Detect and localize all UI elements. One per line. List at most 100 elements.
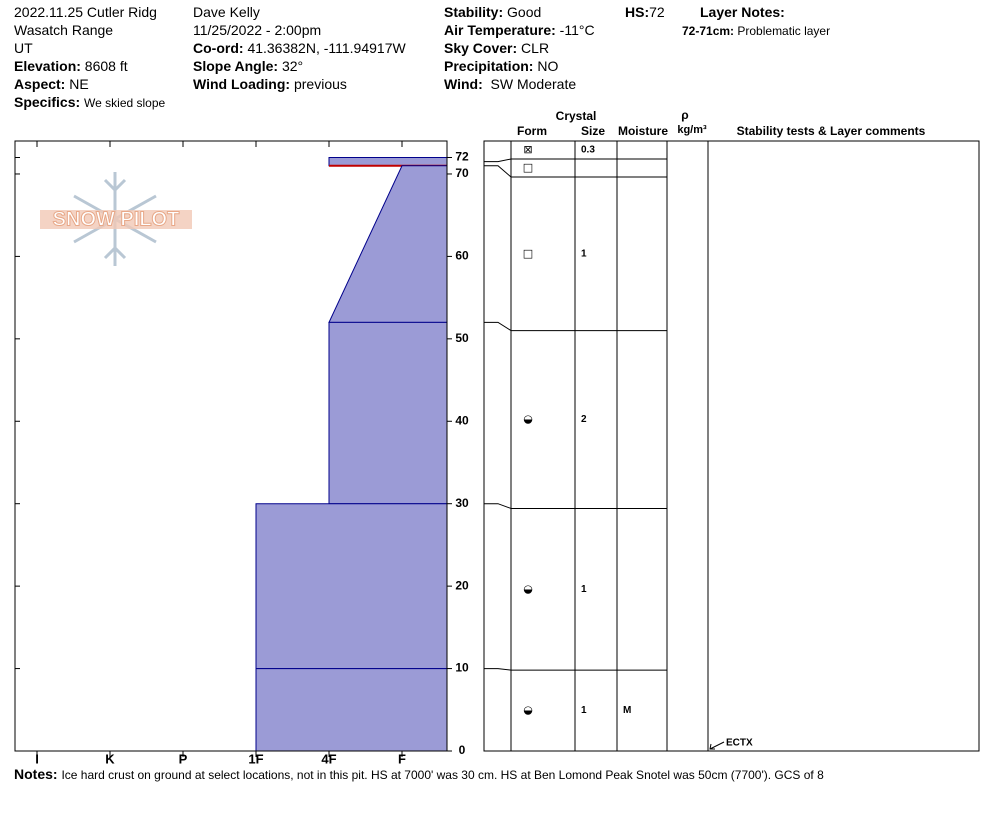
size: 1 [581,248,587,259]
row-connector [484,165,512,178]
table-header: Moisture [618,124,668,138]
size: 0.3 [581,145,595,156]
label: Wind Loading: [193,76,291,92]
observer: Dave Kelly [193,4,260,20]
hardness-layer [328,156,448,167]
specifics: Specifics: We skied slope [14,93,165,112]
size: 1 [581,705,587,716]
form-symbol: □ [523,247,533,260]
logo-text: SNOW PILOT [53,208,180,230]
label: Precipitation: [444,58,534,74]
y-tick-label: 60 [455,249,469,263]
logo-band [40,210,192,229]
value: CLR [521,40,550,56]
hardness-layer [255,668,448,752]
table-header: kg/m³ [677,124,707,136]
y-tick-label: 20 [455,578,469,592]
slope: Slope Angle: 32° [193,57,303,75]
wind: Wind: SW Moderate [444,75,576,93]
table-header: ρ [681,108,688,122]
label: Specifics: [14,94,81,110]
x-tick-label: I [35,751,39,766]
y-tick-label: 50 [455,331,469,345]
y-tick-label: 40 [455,413,469,427]
table-header: Crystal [556,109,597,123]
table-header: Stability tests & Layer comments [737,124,926,138]
value: Good [507,4,542,20]
y-tick-label: 72 [455,150,469,164]
y-tick-label: 10 [455,661,469,675]
form-symbol: ◒ [523,413,533,426]
value: NO [537,58,559,74]
table-header: Form [517,124,547,138]
x-tick-label: 4F [321,751,336,766]
value: 8608 ft [84,58,128,74]
value: Ice hard crust on ground at select locat… [61,768,824,782]
label: Air Temperature: [444,22,556,38]
label: Notes: [14,766,58,782]
y-tick-label: 30 [455,496,469,510]
label: Slope Angle: [193,58,279,74]
value: 32° [281,58,304,74]
precip: Precipitation: NO [444,57,558,75]
size: 2 [581,414,587,425]
moisture: M [623,705,631,716]
size: 1 [581,584,587,595]
label: Stability: [444,4,504,20]
aspect: Aspect: NE [14,75,89,93]
row-connector [484,503,512,509]
y-tick-label: 70 [455,166,469,180]
layer-note: 72-71cm: Problematic layer [682,22,830,40]
form-symbol: ◒ [523,704,533,717]
value: 41.36382N, -111.94917W [247,40,406,56]
x-tick-label: K [105,751,115,766]
row-connector [484,668,512,671]
value: Problematic layer [737,24,831,38]
label: Co-ord: [193,40,244,56]
layer-notes-title: Layer Notes: [700,4,785,20]
stability: Stability: Good [444,3,541,21]
plot-frame [14,140,448,752]
hs: HS:72 [625,3,665,21]
x-tick-label: 1F [248,751,263,766]
row-connector [484,158,512,163]
label: 72-71cm: [682,24,735,38]
test-label: ECTX [726,738,753,749]
test-arrowhead [709,743,715,750]
sky: Sky Cover: CLR [444,39,549,57]
elevation: Elevation: 8608 ft [14,57,128,75]
x-tick-label: P [179,751,188,766]
x-tick-label: F [398,751,406,766]
form-symbol: □ [523,161,533,174]
value: SW Moderate [490,76,577,92]
air-temp: Air Temperature: -11°C [444,21,595,39]
value: NE [69,76,89,92]
row-connector [484,321,512,332]
wind-loading: Wind Loading: previous [193,75,347,93]
form-symbol: ⊠ [523,143,532,156]
state: UT [14,40,33,56]
label: Sky Cover: [444,40,518,56]
datetime: 11/25/2022 - 2:00pm [193,22,322,38]
y-tick-label: 0 [459,743,466,757]
value: We skied slope [84,96,166,110]
notes: Notes: Ice hard crust on ground at selec… [14,765,824,784]
value: 72 [649,4,665,20]
label: Elevation: [14,58,81,74]
hardness-layer [255,503,448,670]
table-frame [483,140,980,752]
value: -11°C [559,22,595,38]
coord: Co-ord: 41.36382N, -111.94917W [193,39,406,57]
label: Aspect: [14,76,66,92]
hardness-layer [328,321,448,505]
value: previous [293,76,347,92]
site: 2022.11.25 Cutler Ridg [14,4,157,20]
range: Wasatch Range [14,22,114,38]
table-header: Size [581,124,605,138]
hardness-layer [328,165,448,323]
form-symbol: ◒ [523,582,533,595]
label: HS: [625,4,650,20]
test-arrow [709,741,725,750]
